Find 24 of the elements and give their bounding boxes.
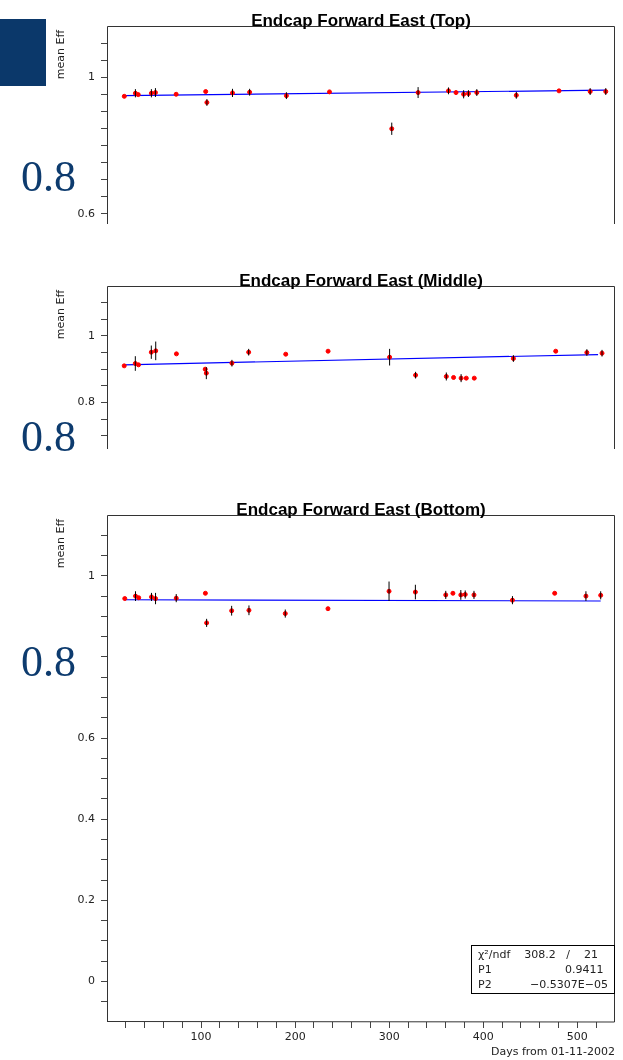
x-tick-label: 200 (284, 1030, 306, 1044)
y-axis-title: mean Eff (53, 29, 67, 80)
x-axis-title: Days from 01-11-2002 (491, 1044, 615, 1058)
y-tick-label: 0.6 (77, 730, 95, 744)
y-tick-label: 0.4 (77, 812, 95, 826)
x-tick-label: 500 (566, 1030, 588, 1044)
x-tick-label: 100 (190, 1030, 212, 1044)
y-tick-label: 1 (88, 568, 95, 582)
chart-title: Endcap Forward East (Middle) (239, 271, 483, 290)
annotation: P2 −0.5307E−05 (478, 977, 608, 992)
x-tick-label: 400 (472, 1030, 494, 1044)
annotation: P1 0.9411 (478, 962, 605, 977)
y-tick-label: 1 (88, 328, 95, 342)
y-tick-label: 0.8 (77, 395, 95, 409)
y-axis-title: mean Eff (53, 518, 67, 569)
y-tick-label: 0.2 (77, 893, 95, 907)
chart-title: Endcap Forward East (Top) (251, 11, 471, 30)
y-tick-label: 1 (88, 70, 95, 84)
annotation: χ²/ndf 308.2 / 21 (478, 947, 599, 962)
chart-title: Endcap Forward East (Bottom) (236, 500, 486, 519)
y-tick-label: 0 (88, 974, 95, 988)
x-tick-label: 300 (378, 1030, 400, 1044)
y-tick-label: 0.6 (77, 206, 95, 220)
y-axis-title: mean Eff (53, 289, 67, 340)
